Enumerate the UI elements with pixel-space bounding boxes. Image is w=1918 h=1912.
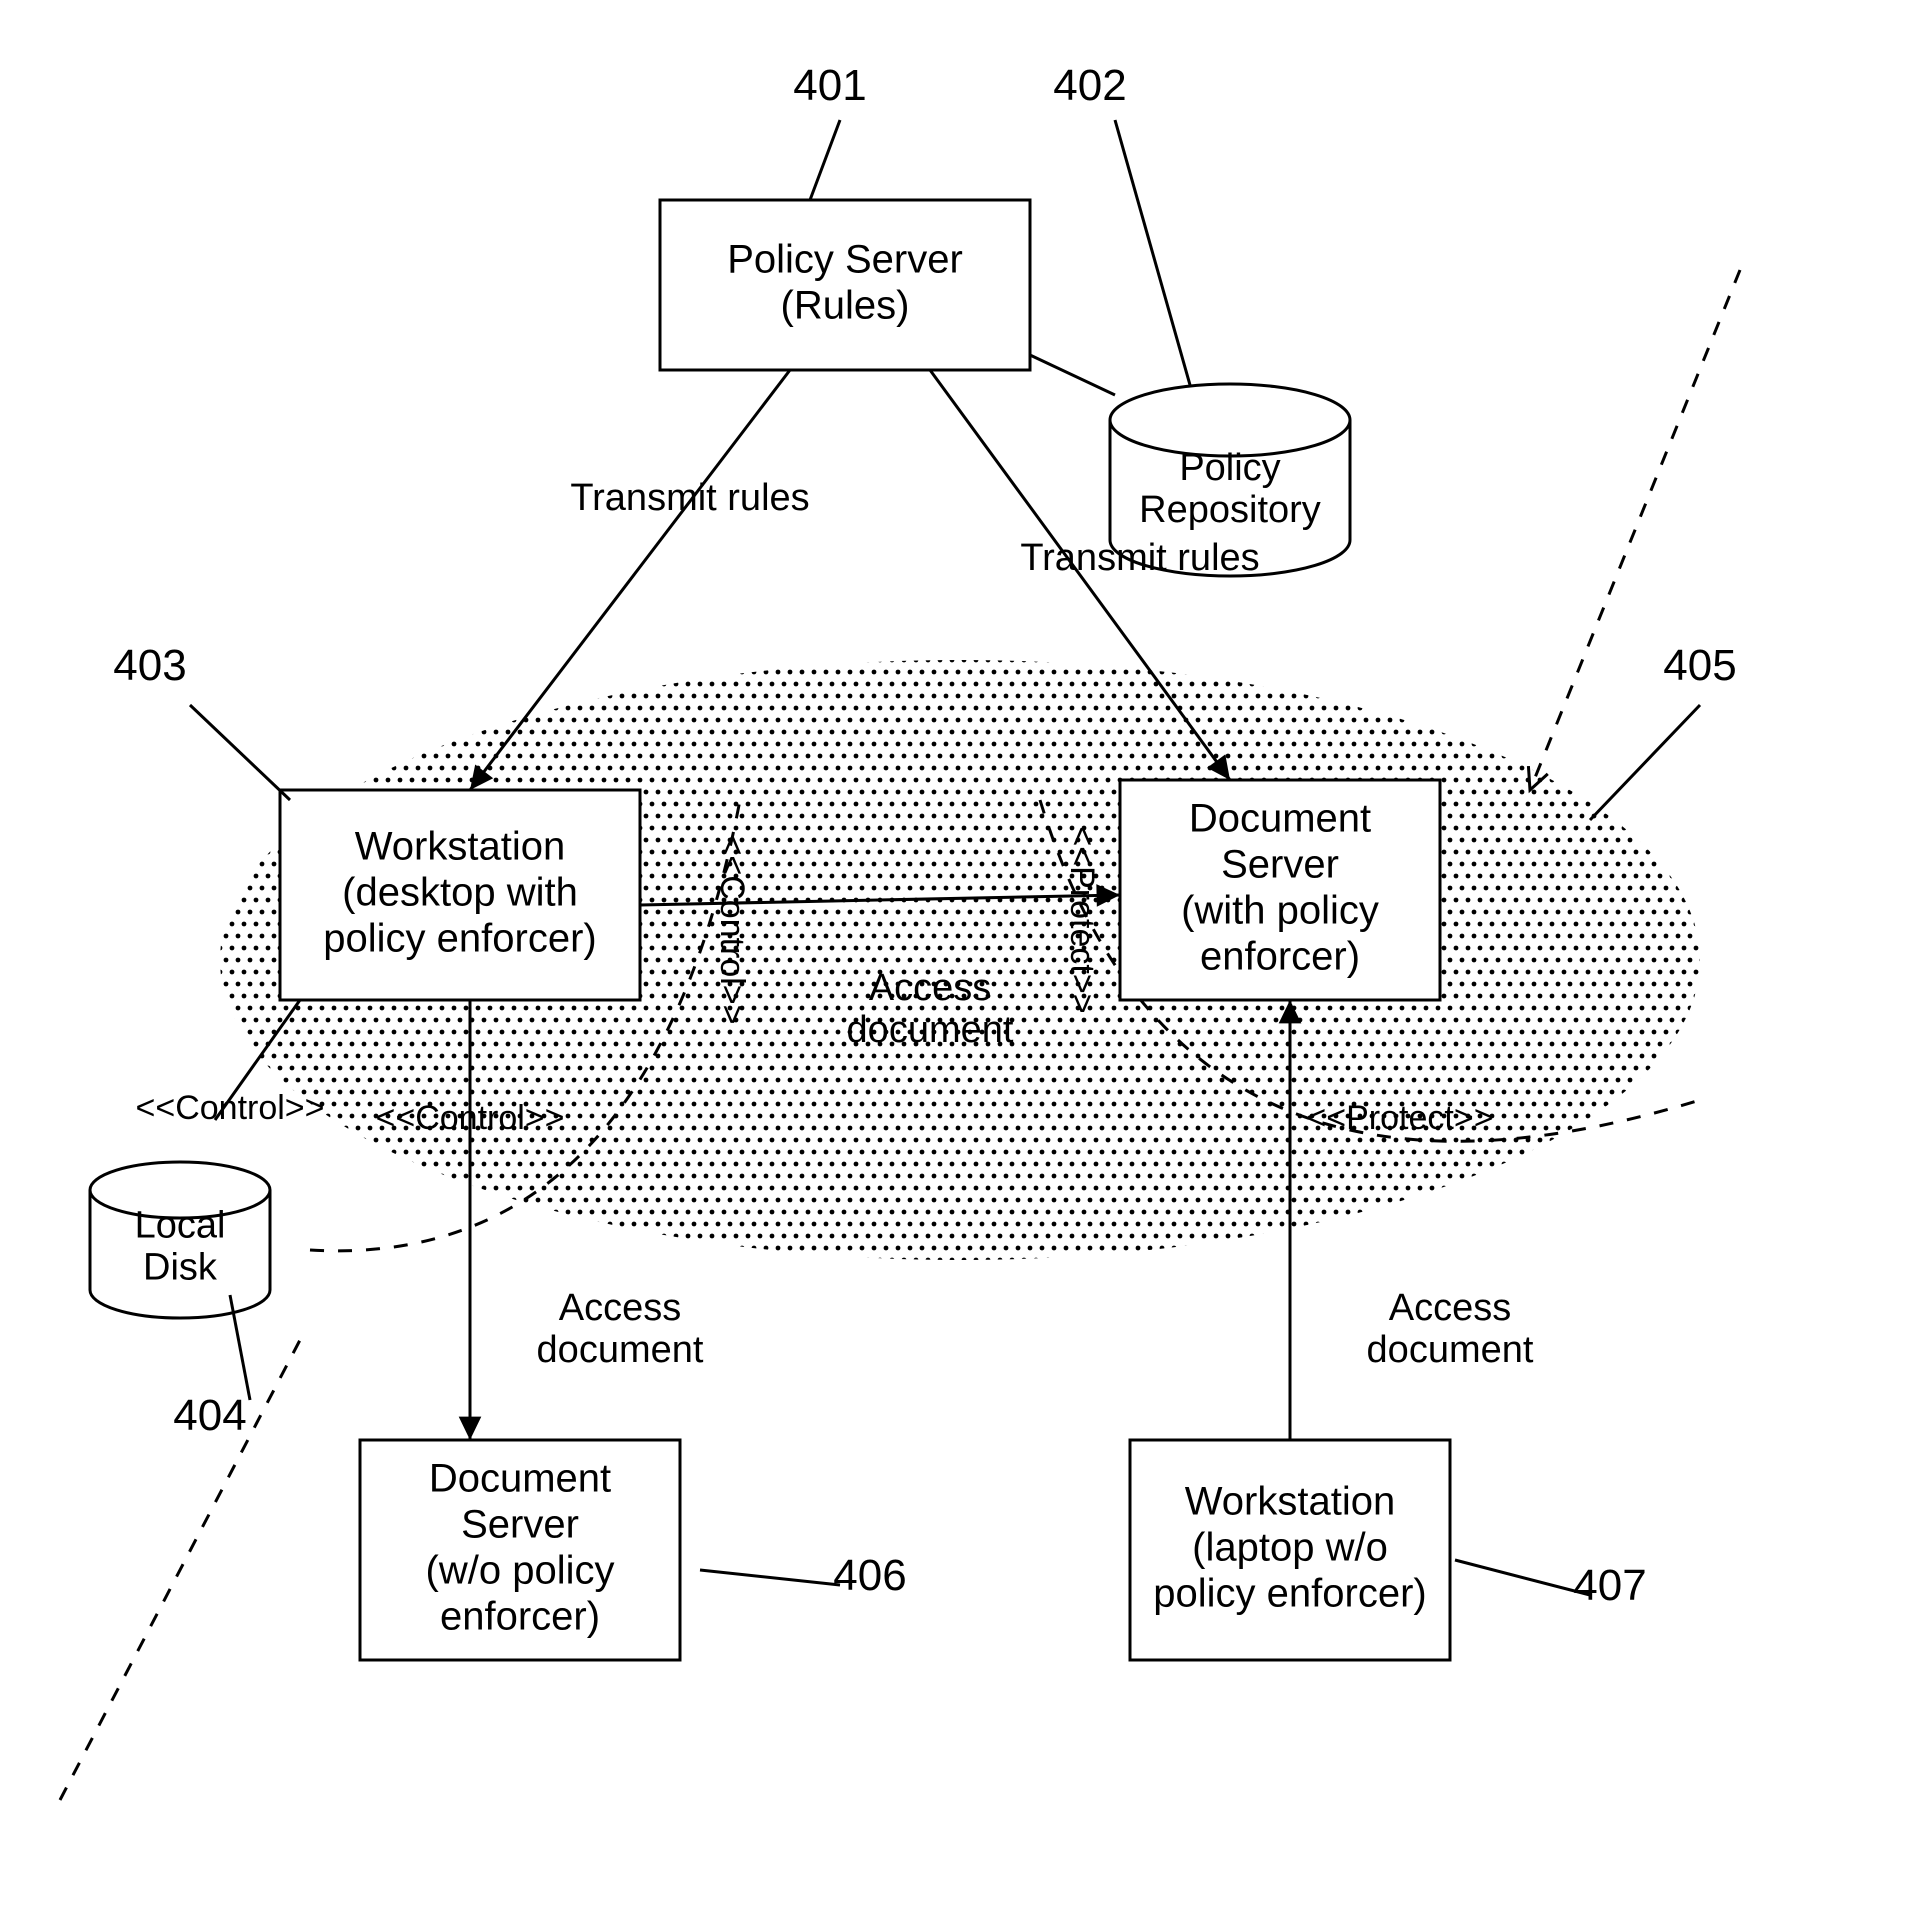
policy_server: Policy Server(Rules): [660, 200, 1030, 370]
policy_server-label: Policy Server: [727, 238, 963, 282]
policy_repo-label: Repository: [1139, 489, 1321, 531]
edge-ps_to_pr: [1030, 355, 1115, 395]
policy_server-label: (Rules): [781, 284, 910, 328]
policy_repo-label: Policy: [1179, 447, 1280, 489]
local_disk: LocalDisk: [90, 1162, 270, 1318]
workstation_enf-label: policy enforcer): [323, 917, 596, 961]
leader-line: [700, 1570, 840, 1585]
stereo-control_vert: <<Control>>: [713, 835, 751, 1024]
edge-label: Access: [869, 967, 991, 1009]
doc_server_enf-label: Document: [1189, 797, 1371, 841]
ref-404: 404: [173, 1391, 246, 1440]
local_disk-label: Disk: [143, 1246, 218, 1288]
leader-line: [1115, 120, 1190, 385]
stereo-protect_vert: <<Protect>>: [1063, 826, 1101, 1013]
doc_server_noenf-label: Server: [461, 1503, 579, 1547]
leader-line: [190, 705, 290, 800]
edge-label: document: [1367, 1329, 1534, 1371]
stereo-protect_right: <<Protect>>: [1306, 1099, 1493, 1137]
edge-label: Access: [559, 1287, 681, 1329]
ref-402: 402: [1053, 61, 1126, 110]
ref-403: 403: [113, 641, 186, 690]
doc_server_enf-label: (with policy: [1181, 889, 1379, 933]
workstation_enf: Workstation(desktop withpolicy enforcer): [280, 790, 640, 1000]
doc_server_noenf: DocumentServer(w/o policyenforcer): [360, 1440, 680, 1660]
ref-406: 406: [833, 1551, 906, 1600]
ref-405: 405: [1663, 641, 1736, 690]
leader-line: [1455, 1560, 1590, 1595]
diagram-canvas: Policy Server(Rules)Workstation(desktop …: [0, 0, 1918, 1912]
edge-label: document: [847, 1009, 1014, 1051]
doc_server_enf-label: enforcer): [1200, 935, 1360, 979]
doc_server_noenf-label: Document: [429, 1457, 611, 1501]
local_disk-label: Local: [135, 1204, 226, 1246]
workstation_enf-label: Workstation: [355, 825, 565, 869]
doc_server_noenf-label: enforcer): [440, 1595, 600, 1639]
doc_server_enf-label: Server: [1221, 843, 1339, 887]
workstation_noenf: Workstation(laptop w/opolicy enforcer): [1130, 1440, 1450, 1660]
doc_server_enf: DocumentServer(with policyenforcer): [1120, 780, 1440, 1000]
doc_server_noenf-label: (w/o policy: [426, 1549, 615, 1593]
workstation_noenf-label: policy enforcer): [1153, 1572, 1426, 1616]
edge-label: document: [537, 1329, 704, 1371]
edge-ps_to_ws: [470, 370, 790, 790]
stereo-control_left: <<Control>>: [135, 1089, 324, 1127]
edge-label: Transmit rules: [570, 477, 809, 519]
workstation_noenf-label: (laptop w/o: [1192, 1526, 1388, 1570]
leader-line: [810, 120, 840, 200]
workstation_enf-label: (desktop with: [342, 871, 578, 915]
workstation_noenf-label: Workstation: [1185, 1480, 1395, 1524]
stereo-control_mid: <<Control>>: [375, 1099, 564, 1137]
ref-407: 407: [1573, 1561, 1646, 1610]
edge-label: Access: [1389, 1287, 1511, 1329]
ref-401: 401: [793, 61, 866, 110]
leader-line: [1590, 705, 1700, 820]
edge-label: Transmit rules: [1020, 537, 1259, 579]
